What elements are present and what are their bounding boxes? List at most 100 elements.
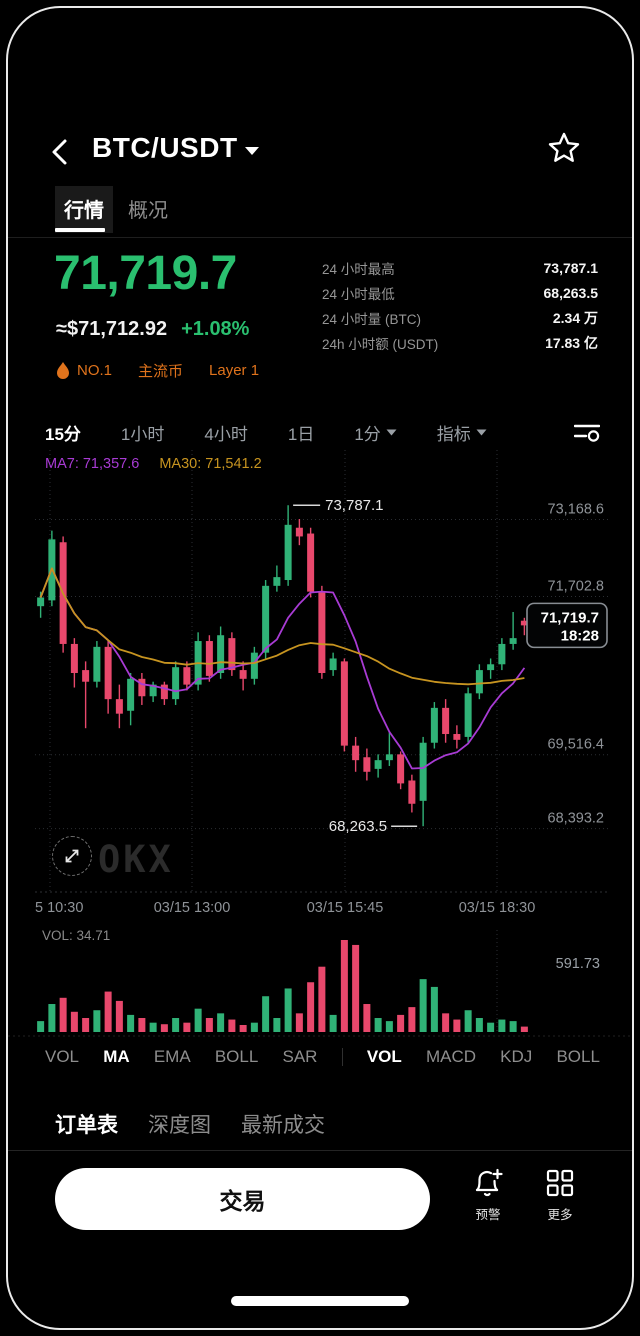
gridlines bbox=[35, 450, 608, 893]
svg-text:68,393.2: 68,393.2 bbox=[548, 811, 604, 827]
fiat-price-row: ≈$71,712.92 +1.08% bbox=[56, 318, 249, 341]
volume-bar bbox=[250, 1022, 258, 1032]
tab-latest-trades[interactable]: 最新成交 bbox=[241, 1114, 325, 1137]
expand-chart-button[interactable] bbox=[52, 836, 92, 876]
candle-body bbox=[104, 646, 112, 700]
indicator-boll-sub[interactable]: BOLL bbox=[556, 1047, 600, 1066]
volume-bar bbox=[48, 1004, 56, 1032]
pair-title[interactable]: BTC/USDT bbox=[92, 132, 238, 163]
tab-active-underline bbox=[55, 228, 105, 232]
volume-bar bbox=[295, 1013, 303, 1032]
category-badge[interactable]: 主流币 bbox=[138, 363, 184, 380]
timeframe-15m[interactable]: 15分 bbox=[45, 424, 81, 444]
badge-row: NO.1 主流币 Layer 1 bbox=[56, 360, 259, 381]
back-button[interactable] bbox=[48, 136, 74, 168]
indicator-sar[interactable]: SAR bbox=[282, 1047, 318, 1066]
volume-bar bbox=[70, 1011, 78, 1032]
volume-bar bbox=[475, 1018, 483, 1032]
stat-row: 24 小时最低 68,263.5 bbox=[322, 280, 598, 305]
candle-body bbox=[329, 658, 337, 671]
svg-text:69,516.4: 69,516.4 bbox=[548, 737, 604, 753]
more-label: 更多 bbox=[547, 1208, 573, 1222]
bell-plus-icon bbox=[475, 1168, 503, 1197]
volume-bar bbox=[138, 1018, 146, 1032]
volume-bar bbox=[318, 966, 326, 1032]
stat-row: 24h 小时额 (USDT) 17.83 亿 bbox=[322, 330, 598, 355]
indicator-kdj[interactable]: KDJ bbox=[500, 1047, 533, 1066]
tab-overview[interactable]: 概况 bbox=[128, 200, 168, 222]
current-price-line: 71,719.7 18:28 bbox=[526, 602, 608, 649]
volume-bar bbox=[498, 1019, 506, 1032]
volume-bar bbox=[93, 1010, 101, 1032]
timeframe-4h[interactable]: 4小时 bbox=[204, 424, 248, 444]
volume-bar bbox=[397, 1014, 405, 1032]
indicator-vol-sub[interactable]: VOL bbox=[366, 1047, 402, 1066]
volume-bar bbox=[262, 996, 270, 1032]
volume-chart[interactable] bbox=[0, 924, 640, 1038]
caret-down-icon bbox=[386, 429, 397, 435]
indicator-vol-main[interactable]: VOL bbox=[45, 1047, 80, 1066]
favorite-star-button[interactable] bbox=[546, 130, 582, 166]
volume-bar bbox=[442, 1013, 450, 1032]
volume-bar bbox=[82, 1018, 90, 1032]
timeframe-1d[interactable]: 1日 bbox=[287, 424, 315, 444]
candle-body bbox=[352, 745, 360, 761]
indicator-dropdown[interactable]: 指标 bbox=[437, 420, 487, 445]
indicator-dropdown-label: 指标 bbox=[436, 424, 471, 444]
candle-body bbox=[217, 635, 225, 673]
volume-bar bbox=[408, 1007, 416, 1032]
timeframe-1h[interactable]: 1小时 bbox=[120, 424, 165, 444]
stat-label: 24h 小时额 (USDT) bbox=[322, 336, 439, 352]
candle-body bbox=[127, 678, 135, 711]
time-axis-labels: 5 10:30 03/15 13:00 03/15 15:45 03/15 18:30 bbox=[35, 900, 535, 916]
tab-market[interactable]: 行情 bbox=[55, 186, 113, 233]
svg-text:71,702.8: 71,702.8 bbox=[548, 578, 604, 594]
volume-bar bbox=[59, 997, 67, 1032]
divider bbox=[8, 237, 632, 238]
layer-badge[interactable]: Layer 1 bbox=[209, 362, 260, 379]
rank-badge[interactable]: NO.1 bbox=[56, 361, 112, 380]
tab-order-book[interactable]: 订单表 bbox=[55, 1114, 118, 1137]
volume-legend: VOL: 34.71 bbox=[42, 928, 111, 943]
okx-watermark: OKX bbox=[98, 838, 174, 881]
timeframe-dropdown-label: 1分 bbox=[354, 424, 381, 444]
indicator-ema[interactable]: EMA bbox=[153, 1047, 191, 1066]
volume-bar bbox=[273, 1018, 281, 1032]
volume-bar bbox=[464, 1010, 472, 1032]
indicator-boll-main[interactable]: BOLL bbox=[214, 1047, 259, 1066]
chart-settings-button[interactable] bbox=[574, 421, 600, 443]
stat-label: 24 小时量 (BTC) bbox=[322, 311, 422, 327]
ma30-legend: MA30: 71,541.2 bbox=[159, 456, 262, 472]
candle-body bbox=[509, 638, 517, 644]
indicator-group-divider bbox=[341, 1048, 343, 1066]
grid-icon bbox=[546, 1169, 574, 1197]
caret-down-icon[interactable] bbox=[244, 146, 260, 156]
volume-bar bbox=[160, 1024, 168, 1032]
volume-bar bbox=[194, 1008, 202, 1032]
volume-bar bbox=[205, 1018, 213, 1032]
volume-bar bbox=[509, 1021, 517, 1032]
volume-bar bbox=[104, 991, 112, 1032]
header: BTC/USDT bbox=[0, 128, 640, 180]
svg-text:18:28: 18:28 bbox=[561, 627, 599, 644]
timeframe-dropdown[interactable]: 1分 bbox=[354, 420, 397, 445]
home-indicator[interactable] bbox=[231, 1296, 409, 1306]
volume-bar bbox=[430, 986, 438, 1032]
indicator-macd[interactable]: MACD bbox=[425, 1047, 476, 1066]
volume-bar bbox=[329, 1014, 337, 1032]
price-change: +1.08% bbox=[181, 318, 250, 340]
candlestick-chart[interactable]: 73,787.1 68,263.5 71,719.7 18:2873,168.6… bbox=[0, 450, 640, 922]
indicator-ma[interactable]: MA bbox=[103, 1047, 130, 1066]
more-button[interactable]: 更多 bbox=[532, 1168, 588, 1223]
tab-depth-chart[interactable]: 深度图 bbox=[148, 1114, 211, 1137]
volume-bar bbox=[487, 1022, 495, 1032]
stat-value: 17.83 亿 bbox=[545, 334, 598, 351]
candle-body bbox=[37, 597, 45, 607]
candle-body bbox=[273, 577, 281, 586]
volume-bar bbox=[217, 1013, 225, 1032]
trade-button[interactable]: 交易 bbox=[55, 1168, 430, 1230]
price-alert-button[interactable]: 预警 bbox=[460, 1168, 516, 1223]
candle-body bbox=[385, 754, 393, 761]
candle-body bbox=[160, 684, 168, 700]
